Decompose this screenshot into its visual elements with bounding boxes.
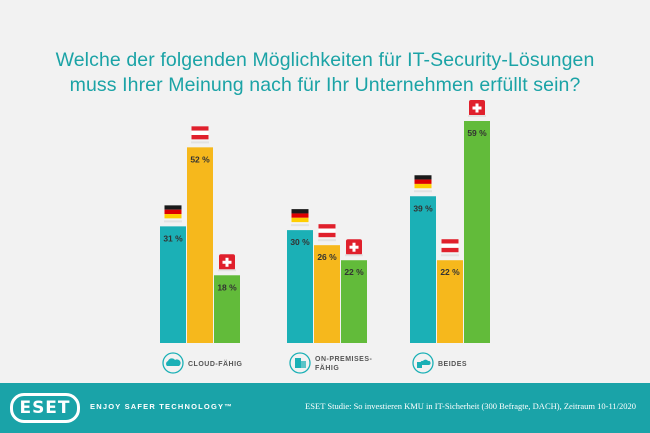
bar — [341, 260, 367, 343]
slogan: ENJOY SAFER TECHNOLOGY™ — [90, 402, 233, 411]
ch-flag-icon — [468, 100, 486, 117]
bar — [437, 260, 463, 343]
data-label: 22 % — [344, 267, 364, 277]
at-flag-icon — [441, 239, 459, 257]
chart-title: Welche der folgenden Möglichkeiten für I… — [0, 48, 650, 98]
category-label: ON-PREMISES- — [315, 356, 373, 363]
category-label: FÄHIG — [315, 364, 339, 372]
chart-title-line-1: Welche der folgenden Möglichkeiten für I… — [55, 49, 595, 71]
building-icon — [289, 352, 311, 374]
data-label: 59 % — [467, 128, 487, 138]
chart-title-line-2: muss Ihrer Meinung nach für Ihr Unterneh… — [69, 74, 581, 96]
at-flag-icon — [191, 126, 209, 144]
de-flag-icon — [291, 209, 309, 227]
cloud-icon — [162, 352, 184, 374]
data-label: 26 % — [317, 252, 337, 262]
category-label: CLOUD-FÄHIG — [188, 360, 243, 368]
bar — [314, 245, 340, 343]
data-label: 31 % — [163, 233, 183, 243]
bar-group-3: 39 % 22 % 59 % BEIDES — [410, 100, 490, 374]
bar-chart: 31 % 52 % 18 % CLOUD-FÄHIG 30 % 26 % 22 % ON-PR… — [160, 100, 490, 374]
ch-flag-icon — [345, 239, 363, 257]
data-label: 52 % — [190, 154, 210, 164]
category-label: BEIDES — [438, 361, 467, 368]
data-label: 22 % — [440, 267, 460, 277]
cloud-building-icon — [412, 352, 434, 374]
de-flag-icon — [414, 175, 432, 193]
data-label: 39 % — [413, 203, 433, 213]
data-label: 18 % — [217, 282, 237, 292]
de-flag-icon — [164, 205, 182, 223]
source-note: ESET Studie: So investieren KMU in IT-Si… — [305, 401, 636, 411]
eset-logo: ESET — [10, 393, 80, 423]
bar — [287, 230, 313, 343]
data-label: 30 % — [290, 237, 310, 247]
at-flag-icon — [318, 224, 336, 242]
footer-bar: ESET ENJOY SAFER TECHNOLOGY™ ESET Studie… — [0, 383, 650, 433]
ch-flag-icon — [218, 254, 236, 272]
bar — [187, 147, 213, 343]
bar — [214, 275, 240, 343]
bar — [160, 226, 186, 343]
bar-group-1: 31 % 52 % 18 % CLOUD-FÄHIG — [160, 126, 243, 374]
bar-group-2: 30 % 26 % 22 % ON-PREMISES-FÄHIG — [287, 209, 373, 374]
bar — [410, 196, 436, 343]
bar — [464, 121, 490, 343]
